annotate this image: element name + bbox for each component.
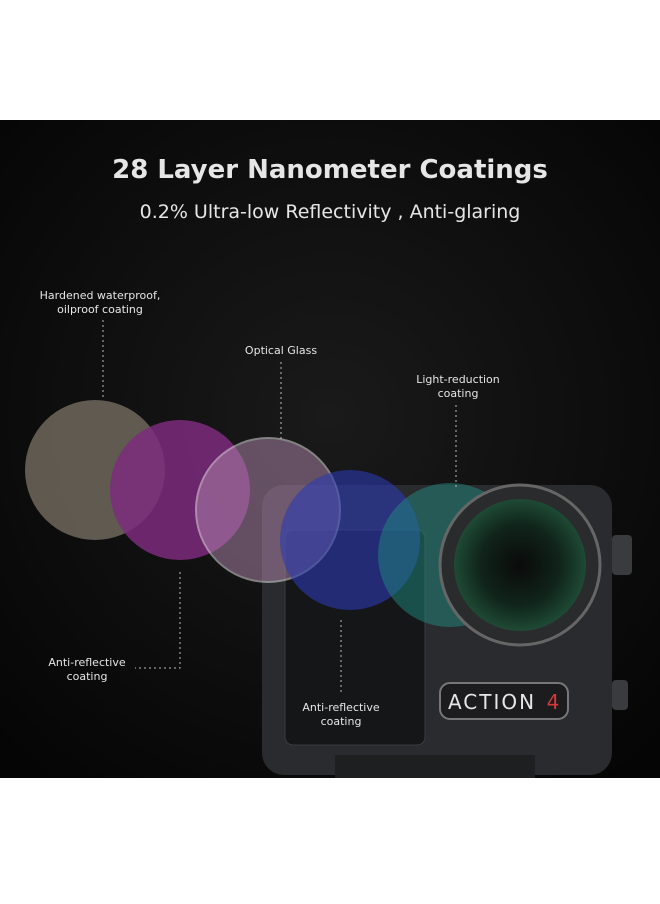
layer-label: coating <box>67 670 108 683</box>
camera-button <box>612 680 628 710</box>
camera-button <box>612 535 632 575</box>
camera-badge <box>439 682 569 720</box>
camera-model: 4 <box>547 690 560 714</box>
layer-label: coating <box>438 387 479 400</box>
layer-label: Optical Glass <box>245 344 317 357</box>
layer-label: oilproof coating <box>57 303 143 316</box>
layer-label: Anti-reflective <box>48 656 126 669</box>
layers <box>25 400 602 647</box>
title: 28 Layer Nanometer Coatings <box>112 155 548 185</box>
layer-label: coating <box>321 715 362 728</box>
layer-label: Hardened waterproof, <box>40 289 161 302</box>
layer-label: Anti-reflective <box>302 701 380 714</box>
camera-brand: ACTION <box>448 690 536 714</box>
layer-label: Light-reduction <box>416 373 500 386</box>
pointer-line <box>135 572 181 669</box>
pointers <box>102 320 457 692</box>
labels: Hardened waterproof,oilproof coating Opti… <box>40 289 500 728</box>
camera-mount <box>335 755 535 778</box>
lens-glass <box>454 499 586 631</box>
subtitle: 0.2% Ultra-low Reflectivity , Anti-glari… <box>140 201 521 223</box>
